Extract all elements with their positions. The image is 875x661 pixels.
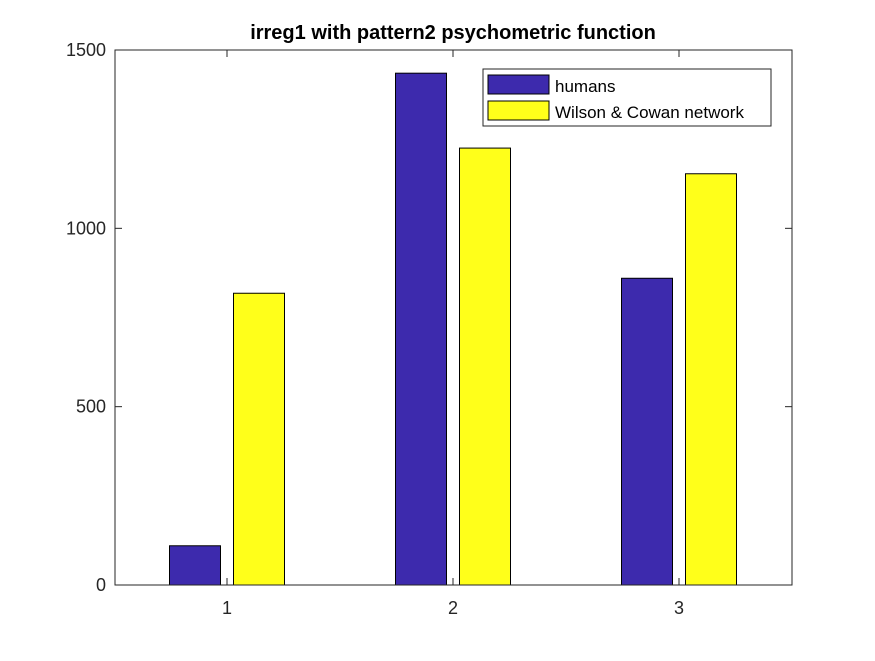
bar-wilson-cowan-1 xyxy=(233,292,285,586)
bar-wilson-cowan-2 xyxy=(459,147,511,586)
x-tick-label-2: 2 xyxy=(448,598,458,618)
bars-layer xyxy=(169,72,737,586)
y-tick-label-1000: 1000 xyxy=(66,218,106,238)
y-tick-label-0: 0 xyxy=(96,575,106,595)
bar-humans-2 xyxy=(395,72,447,586)
ticks-layer: 0 500 1000 1500 1 2 3 xyxy=(66,40,792,618)
legend: humans Wilson & Cowan network xyxy=(482,68,772,127)
bar-humans-1 xyxy=(169,545,221,586)
legend-swatch-humans xyxy=(487,74,550,95)
legend-swatch-wilson-cowan xyxy=(487,100,550,121)
bar-humans-3 xyxy=(621,277,673,586)
bar-wilson-cowan-3 xyxy=(685,173,737,586)
y-tick-label-500: 500 xyxy=(76,397,106,417)
y-tick-label-1500: 1500 xyxy=(66,40,106,60)
legend-label-humans: humans xyxy=(555,77,615,96)
x-tick-label-1: 1 xyxy=(222,598,232,618)
chart-title: irreg1 with pattern2 psychometric functi… xyxy=(250,22,656,44)
legend-label-wilson-cowan: Wilson & Cowan network xyxy=(555,103,744,122)
x-tick-label-3: 3 xyxy=(674,598,684,618)
